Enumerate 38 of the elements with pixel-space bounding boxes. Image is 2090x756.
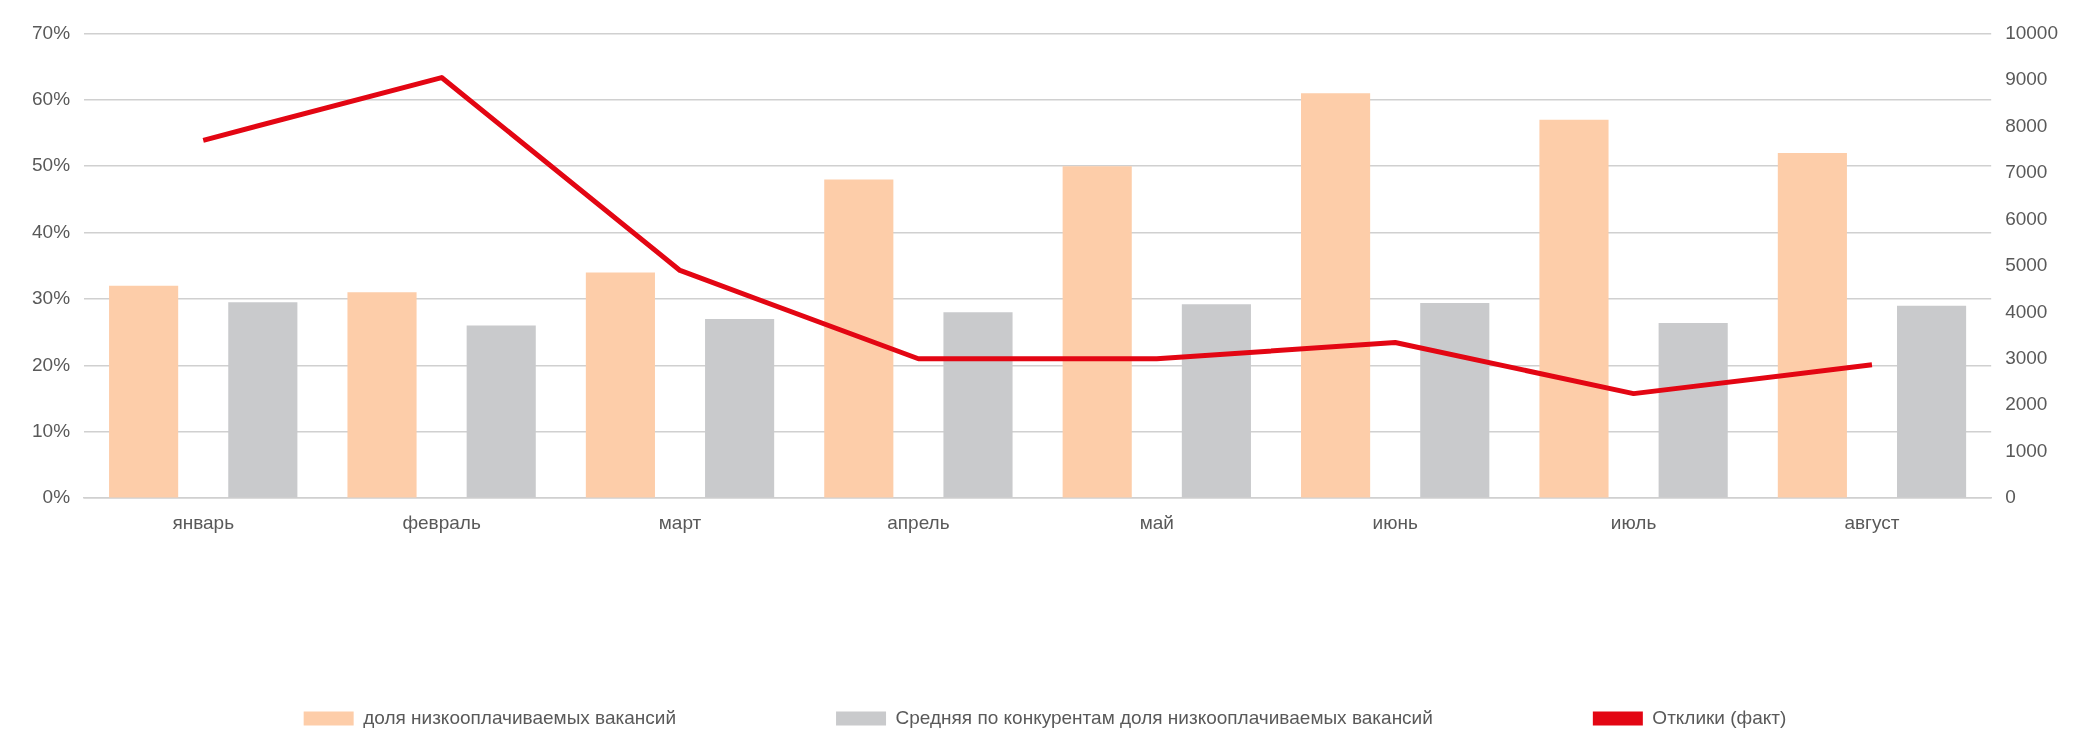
y-tick-label: 0% — [42, 486, 71, 508]
x-tick-label: июнь — [1372, 511, 1418, 533]
y-tick-label: 50% — [32, 154, 71, 176]
bar — [347, 292, 417, 498]
bar — [1539, 119, 1609, 498]
legend-label: доля низкооплачиваемых вакансий — [363, 706, 677, 728]
x-tick-label: май — [1139, 511, 1174, 533]
y2-tick-label: 0 — [2005, 486, 2016, 508]
y-tick-label: 30% — [32, 287, 71, 309]
bar — [1062, 166, 1132, 498]
y2-tick-label: 9000 — [2005, 68, 2048, 90]
bar — [585, 272, 655, 498]
y2-tick-label: 1000 — [2005, 439, 2048, 461]
x-tick-label: февраль — [402, 511, 481, 533]
y2-tick-label: 10000 — [2005, 21, 2059, 43]
x-tick-label: июль — [1610, 511, 1657, 533]
y2-tick-label: 6000 — [2005, 207, 2048, 229]
y-tick-label: 20% — [32, 353, 71, 375]
x-tick-label: апрель — [887, 511, 950, 533]
legend-label: Средняя по конкурентам доля низкооплачиваемых вакансий — [895, 706, 1433, 728]
y2-tick-label: 3000 — [2005, 346, 2048, 368]
x-tick-label: август — [1844, 511, 1900, 533]
y2-tick-label: 5000 — [2005, 254, 2048, 276]
y-tick-label: 60% — [32, 88, 71, 110]
y-tick-label: 10% — [32, 420, 71, 442]
y2-tick-label: 8000 — [2005, 114, 2048, 136]
y-tick-label: 40% — [32, 220, 71, 242]
x-tick-label: январь — [172, 511, 235, 533]
x-tick-label: март — [658, 511, 702, 533]
y2-tick-label: 2000 — [2005, 393, 2048, 415]
y2-tick-label: 7000 — [2005, 161, 2048, 183]
y2-tick-label: 4000 — [2005, 300, 2048, 322]
bar — [1777, 152, 1847, 498]
legend-label: Отклики (факт) — [1652, 706, 1787, 728]
bar — [109, 285, 179, 498]
y-tick-label: 70% — [32, 21, 71, 43]
bar — [1301, 93, 1371, 498]
bar — [824, 179, 894, 498]
